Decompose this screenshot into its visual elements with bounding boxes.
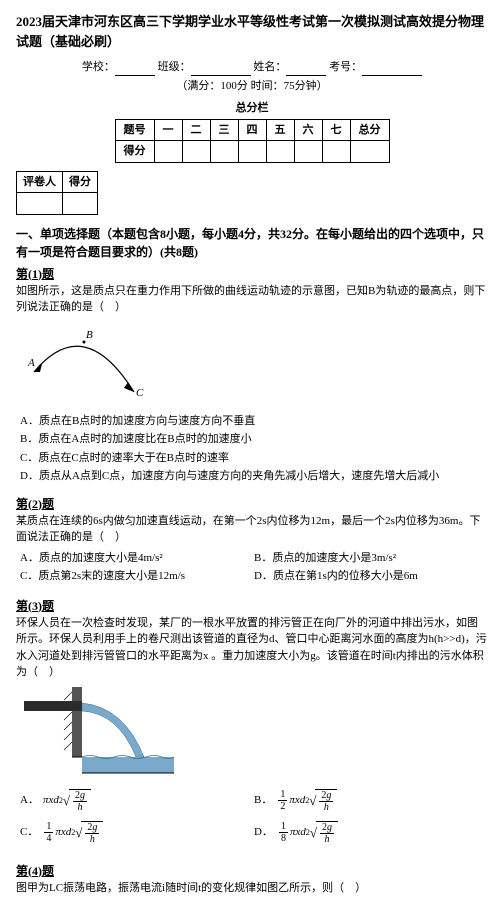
label-examno: 考号：: [329, 61, 362, 73]
cell: [182, 141, 210, 163]
grader-col1: 评卷人: [17, 171, 63, 193]
blank-examno: [362, 64, 422, 76]
header-fill-line: 学校： 班级： 姓名： 考号：: [16, 59, 488, 76]
cell: 一: [154, 119, 182, 141]
cell: 得分: [115, 141, 154, 163]
q4-body: 图甲为LC振荡电路，振荡电流i随时间t的变化规律如图乙所示，则（ ）: [16, 880, 488, 897]
q2-number: 第(2)题: [16, 495, 488, 513]
cell: 题号: [115, 119, 154, 141]
exam-title: 2023届天津市河东区高三下学期学业水平等级性考试第一次模拟测试高效提分物理试题…: [16, 12, 488, 51]
cell: [266, 141, 294, 163]
q4-number: 第(4)题: [16, 862, 488, 880]
q3-number: 第(3)题: [16, 597, 488, 615]
cell: 七: [322, 119, 350, 141]
cell: [210, 141, 238, 163]
q1-body: 如图所示，这是质点只在重力作用下所做的曲线运动轨迹的示意图，已知B为轨迹的最高点…: [16, 283, 488, 316]
q2-options: A．质点的加速度大小是4m/s² B．质点的加速度大小是3m/s² C．质点第2…: [20, 550, 488, 587]
cell: 二: [182, 119, 210, 141]
q1-opt-c: C．质点在C点时的速率大于在B点时的速率: [20, 450, 488, 467]
blank-school: [115, 64, 155, 76]
score-table: 题号 一 二 三 四 五 六 七 总分 得分: [115, 119, 390, 163]
section-1-heading: 一、单项选择题（本题包含8小题，每小题4分，共32分。在每小题给出的四个选项中，…: [16, 225, 488, 261]
cell: [154, 141, 182, 163]
q3-body: 环保人员在一次检查时发现，某厂的一根水平放置的排污管正在向厂外的河道中排出污水，…: [16, 615, 488, 681]
q1-opt-d: D．质点从A点到C点，加速度方向与速度方向的夹角先减小后增大，速度先增大后减小: [20, 468, 488, 485]
q2-opt-a: A．质点的加速度大小是4m/s²: [20, 550, 254, 567]
blank-class: [191, 64, 251, 76]
grader-table: 评卷人 得分: [16, 171, 98, 215]
q1-label-a: A: [27, 357, 35, 369]
label-name: 姓名：: [253, 61, 286, 73]
label-class: 班级：: [158, 61, 191, 73]
cell: 六: [294, 119, 322, 141]
q2-opt-c: C．质点第2s末的速度大小是12m/s: [20, 568, 254, 585]
q3-opt-b: B． 12πxd2 2gh: [254, 788, 488, 814]
q3-opt-c: C． 14πxd2 2gh: [20, 820, 254, 846]
cell: 四: [238, 119, 266, 141]
q2-opt-b: B．质点的加速度大小是3m/s²: [254, 550, 488, 567]
q3-figure: [24, 687, 488, 782]
q2-body: 某质点在连续的6s内做匀加速直线运动，在第一个2s内位移为12m，最后一个2s内…: [16, 513, 488, 546]
cell: 三: [210, 119, 238, 141]
cell: [238, 141, 266, 163]
q3-options: A． πxd2 2gh B． 12πxd2 2gh C． 14πxd2 2gh …: [20, 788, 488, 852]
label-school: 学校：: [82, 61, 115, 73]
q3-opt-d: D． 18πxd2 2gh: [254, 820, 488, 846]
q1-opt-b: B．质点在A点时的加速度比在B点时的加速度小: [20, 431, 488, 448]
q1-options: A．质点在B点时的加速度方向与速度方向不垂直 B．质点在A点时的加速度比在B点时…: [20, 413, 488, 485]
q1-number: 第(1)题: [16, 265, 488, 283]
blank-name: [286, 64, 326, 76]
score-row-values: 得分: [115, 141, 389, 163]
cell: [294, 141, 322, 163]
q1-opt-a: A．质点在B点时的加速度方向与速度方向不垂直: [20, 413, 488, 430]
cell: [322, 141, 350, 163]
score-row-header: 题号 一 二 三 四 五 六 七 总分: [115, 119, 389, 141]
score-table-label: 总分栏: [16, 100, 488, 117]
grader-blank2: [63, 193, 98, 215]
q2-opt-d: D．质点在第1s内的位移大小是6m: [254, 568, 488, 585]
cell: [350, 141, 389, 163]
q3-opt-a: A． πxd2 2gh: [20, 788, 254, 814]
cell: 五: [266, 119, 294, 141]
q1-figure: A B C: [24, 322, 488, 407]
q1-label-b: B: [86, 329, 93, 341]
grader-col2: 得分: [63, 171, 98, 193]
q1-label-c: C: [136, 387, 144, 399]
cell: 总分: [350, 119, 389, 141]
grader-blank1: [17, 193, 63, 215]
header-time-line: （满分：100分 时间：75分钟）: [16, 78, 488, 95]
